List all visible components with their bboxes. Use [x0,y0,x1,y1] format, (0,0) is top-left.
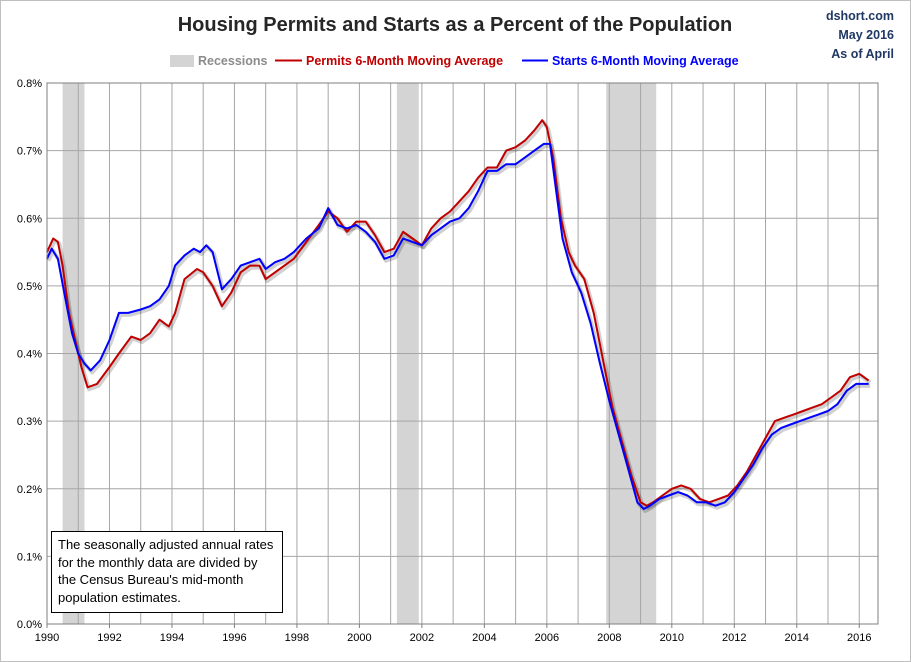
x-tick-label: 2014 [785,632,809,644]
x-tick-label: 1992 [97,632,121,644]
legend: Recessions Permits 6-Month Moving Averag… [170,54,739,68]
chart-title: Housing Permits and Starts as a Percent … [178,14,733,36]
legend-label-starts: Starts 6-Month Moving Average [552,54,739,68]
x-tick-label: 2004 [472,632,496,644]
y-tick-label: 0.1% [17,551,42,563]
x-tick-label: 2012 [722,632,746,644]
starts-line [46,142,869,510]
series-lines [46,119,872,513]
x-tick-label: 2008 [597,632,621,644]
credit-site: dshort.com [826,9,894,23]
x-tick-label: 2016 [847,632,871,644]
credit-block: dshort.com May 2016 As of April [826,9,894,61]
methodology-note: The seasonally adjusted annual rates for… [51,531,283,613]
y-tick-label: 0.6% [17,213,42,225]
x-tick-label: 2010 [660,632,684,644]
y-tick-label: 0.3% [17,416,42,428]
y-tick-label: 0.5% [17,281,42,293]
y-tick-label: 0.8% [17,78,42,90]
legend-swatch-recessions [170,55,194,67]
y-tick-label: 0.0% [17,619,42,631]
permits-line-shadow [46,120,872,510]
x-tick-label: 1996 [222,632,246,644]
credit-asof: As of April [831,47,894,61]
legend-label-recessions: Recessions [198,54,268,68]
credit-date: May 2016 [838,28,894,42]
permits-line [46,119,870,507]
starts-line-shadow [46,143,871,513]
legend-label-permits: Permits 6-Month Moving Average [306,54,503,68]
x-tick-label: 2006 [535,632,559,644]
axes: 0.0% 0.1% 0.2% 0.3% 0.4% 0.5% 0.6% 0.7% 0.8% 1990… [17,78,879,644]
x-tick-label: 1994 [160,632,184,644]
x-tick-label: 1998 [285,632,309,644]
y-tick-label: 0.4% [17,349,42,361]
plot-border [46,82,879,625]
y-tick-label: 0.2% [17,484,42,496]
x-tick-label: 1990 [35,632,59,644]
y-tick-label: 0.7% [17,146,42,158]
x-tick-label: 2002 [410,632,434,644]
x-tick-label: 2000 [347,632,371,644]
